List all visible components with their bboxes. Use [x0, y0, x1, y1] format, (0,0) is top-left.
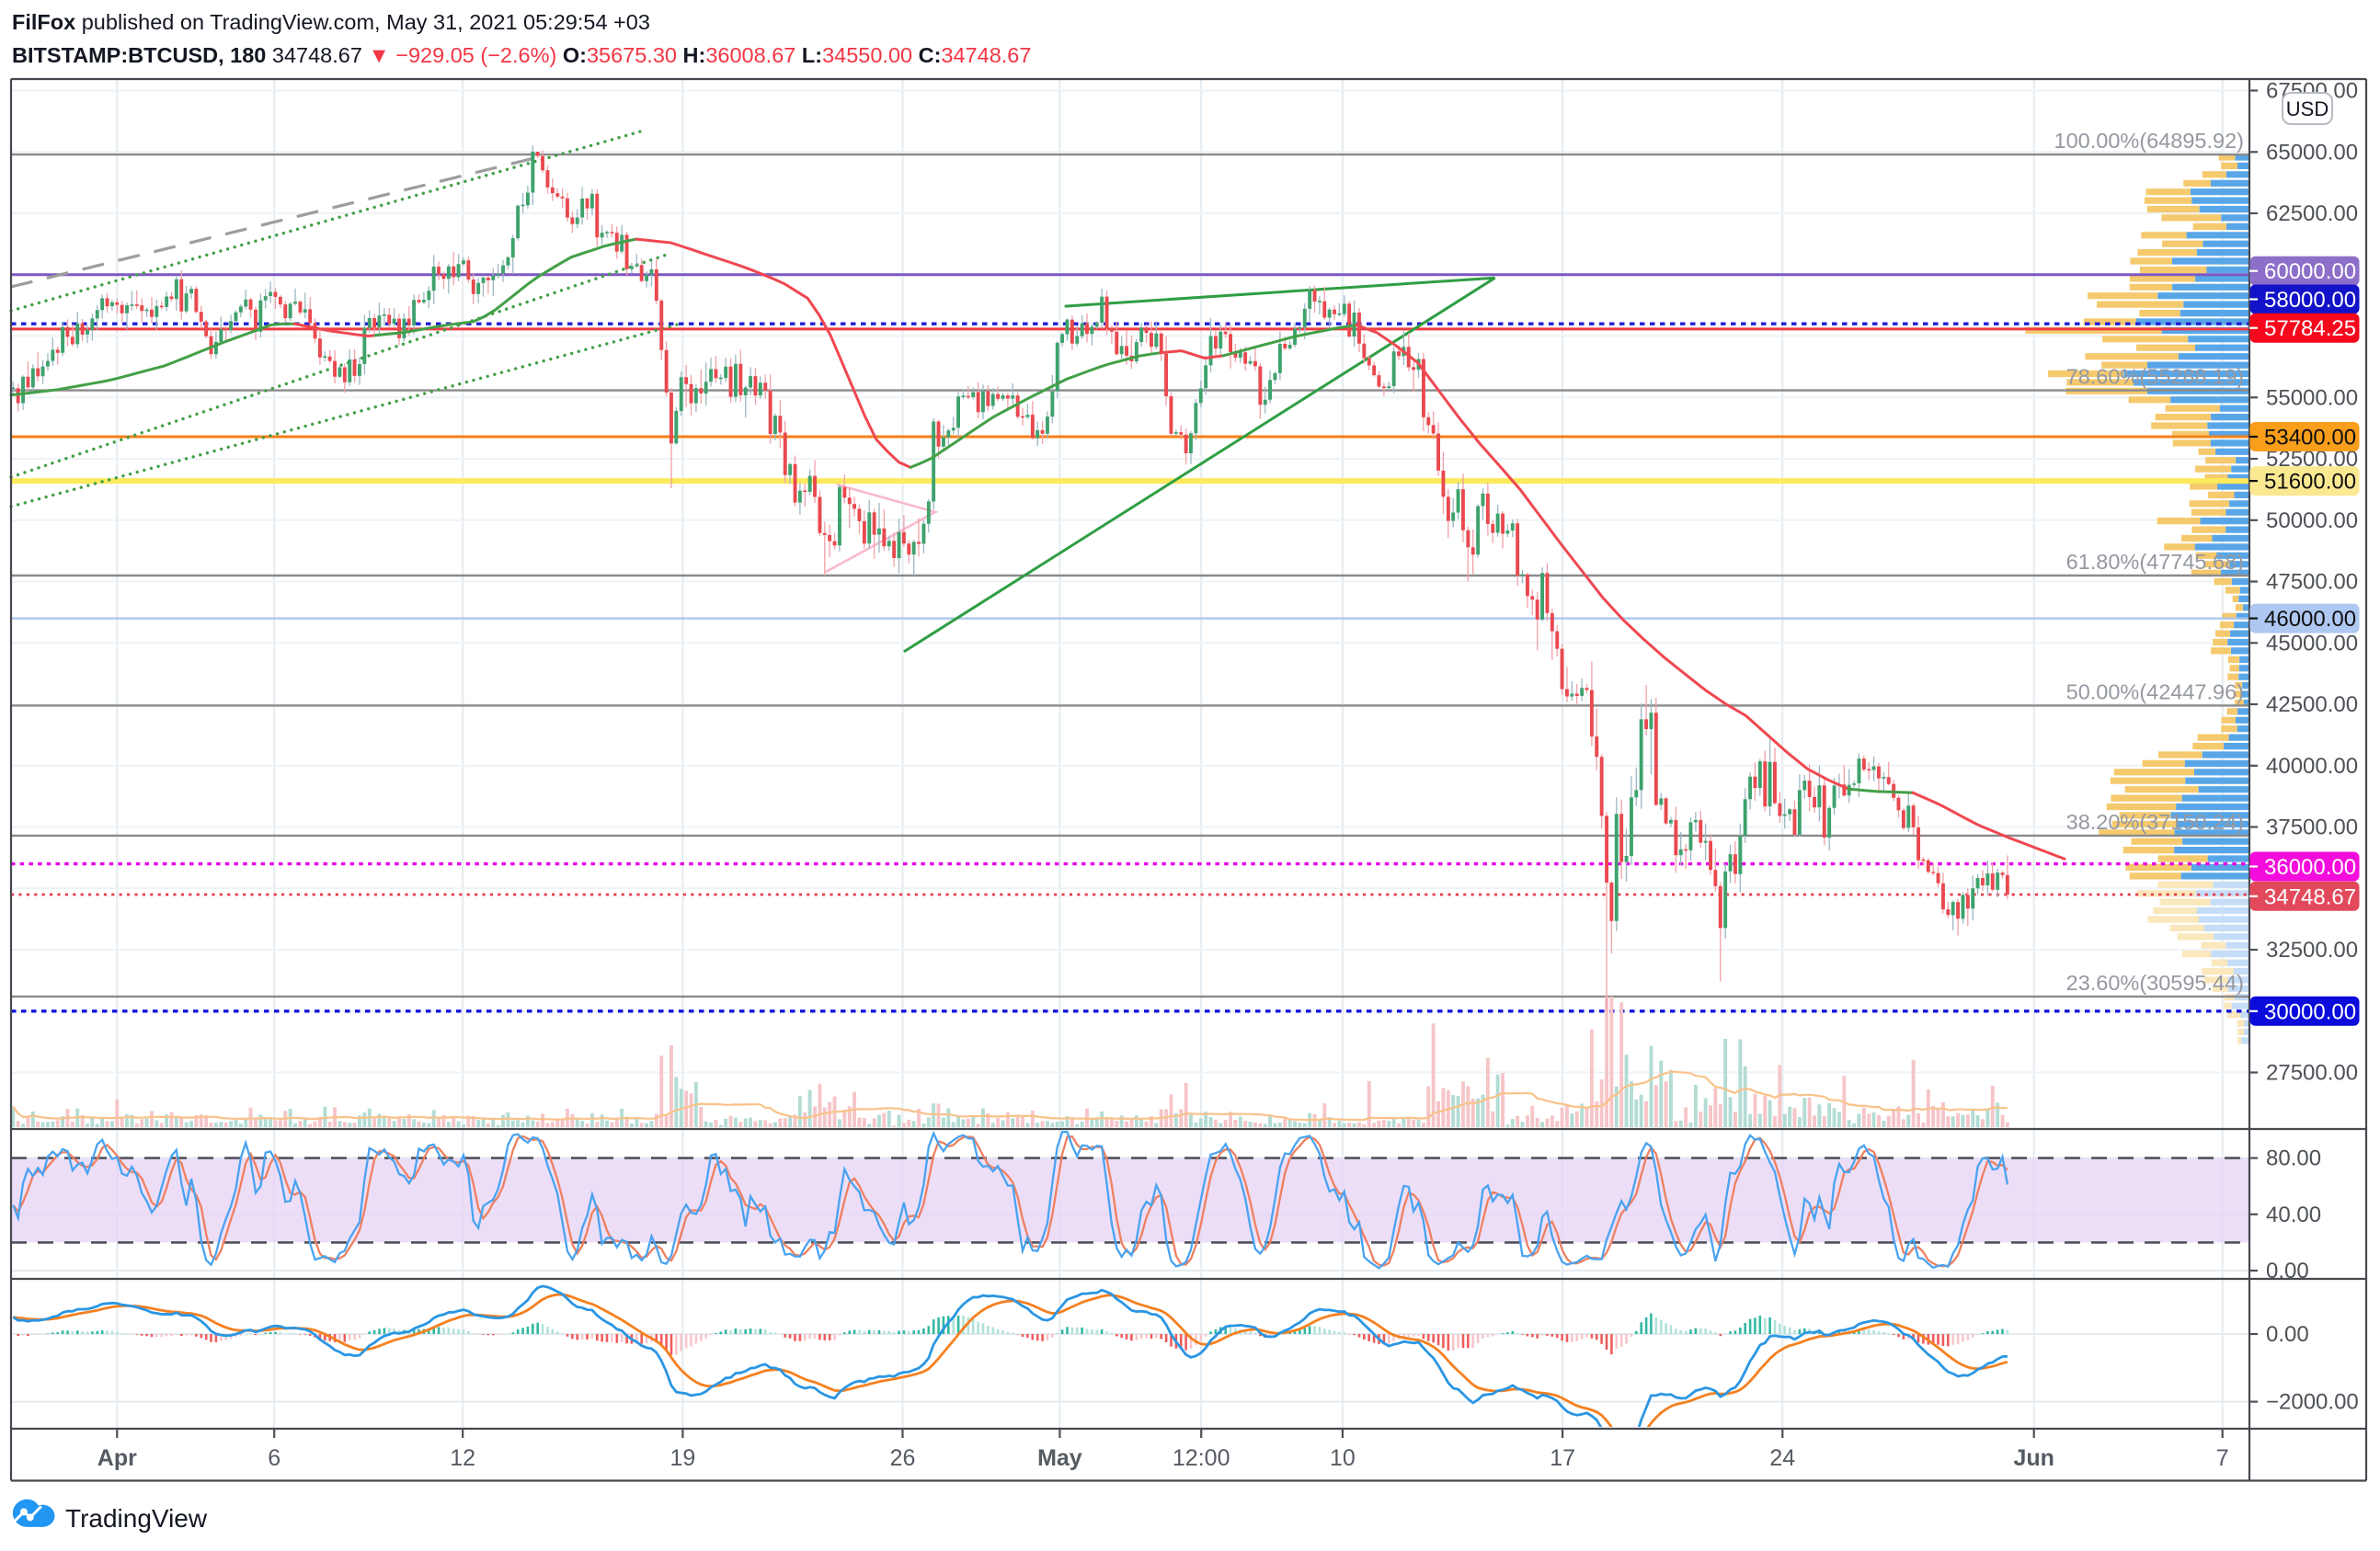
svg-text:TradingView: TradingView [65, 1504, 208, 1533]
svg-text:36000.00: 36000.00 [2264, 855, 2356, 880]
svg-text:40000.00: 40000.00 [2266, 754, 2358, 779]
svg-text:26: 26 [890, 1445, 916, 1471]
svg-text:46000.00: 46000.00 [2264, 607, 2356, 632]
svg-text:50.00%(42447.96): 50.00%(42447.96) [2066, 679, 2244, 703]
svg-text:27500.00: 27500.00 [2266, 1061, 2358, 1086]
svg-text:60000.00: 60000.00 [2264, 259, 2356, 284]
svg-text:−2000.00: −2000.00 [2266, 1390, 2359, 1415]
svg-text:30000.00: 30000.00 [2264, 999, 2356, 1024]
svg-text:0.00: 0.00 [2266, 1259, 2309, 1283]
svg-text:12: 12 [450, 1445, 475, 1471]
svg-text:58000.00: 58000.00 [2264, 288, 2356, 313]
svg-text:37500.00: 37500.00 [2266, 815, 2358, 840]
svg-text:51600.00: 51600.00 [2264, 470, 2356, 495]
svg-text:53400.00: 53400.00 [2264, 426, 2356, 450]
svg-text:50000.00: 50000.00 [2266, 508, 2358, 533]
svg-text:7: 7 [2216, 1445, 2229, 1471]
svg-text:62500.00: 62500.00 [2266, 201, 2358, 226]
svg-text:38.20%(37150.24): 38.20%(37150.24) [2066, 810, 2244, 834]
svg-text:Jun: Jun [2013, 1445, 2054, 1471]
svg-text:17: 17 [1550, 1445, 1575, 1471]
svg-text:USD: USD [2286, 97, 2329, 120]
svg-text:BITSTAMP:BTCUSD, 180 34748.67: BITSTAMP:BTCUSD, 180 34748.67 ▼ −929.05 … [12, 43, 1031, 67]
svg-text:61.80%(47745.68): 61.80%(47745.68) [2066, 550, 2244, 574]
svg-text:23.60%(30595.44): 23.60%(30595.44) [2066, 971, 2244, 995]
svg-text:FilFox published on TradingVie: FilFox published on TradingView.com, May… [12, 10, 650, 34]
svg-text:100.00%(64895.92): 100.00%(64895.92) [2054, 129, 2244, 153]
svg-text:Apr: Apr [97, 1445, 137, 1471]
svg-text:12:00: 12:00 [1173, 1445, 1230, 1471]
svg-text:57784.25: 57784.25 [2264, 316, 2356, 341]
svg-text:45000.00: 45000.00 [2266, 631, 2358, 656]
svg-text:34748.67: 34748.67 [2264, 884, 2356, 909]
svg-text:47500.00: 47500.00 [2266, 570, 2358, 595]
svg-text:0.00: 0.00 [2266, 1322, 2309, 1347]
svg-text:80.00: 80.00 [2266, 1146, 2321, 1171]
svg-text:6: 6 [268, 1445, 280, 1471]
svg-text:55000.00: 55000.00 [2266, 385, 2358, 410]
svg-text:42500.00: 42500.00 [2266, 692, 2358, 717]
svg-text:19: 19 [669, 1445, 695, 1471]
svg-text:40.00: 40.00 [2266, 1203, 2321, 1227]
svg-text:78.60%(55288.19): 78.60%(55288.19) [2066, 365, 2244, 389]
svg-text:May: May [1037, 1445, 1082, 1471]
svg-text:65000.00: 65000.00 [2266, 140, 2358, 165]
svg-text:10: 10 [1330, 1445, 1356, 1471]
svg-text:24: 24 [1769, 1445, 1795, 1471]
svg-text:32500.00: 32500.00 [2266, 938, 2358, 963]
